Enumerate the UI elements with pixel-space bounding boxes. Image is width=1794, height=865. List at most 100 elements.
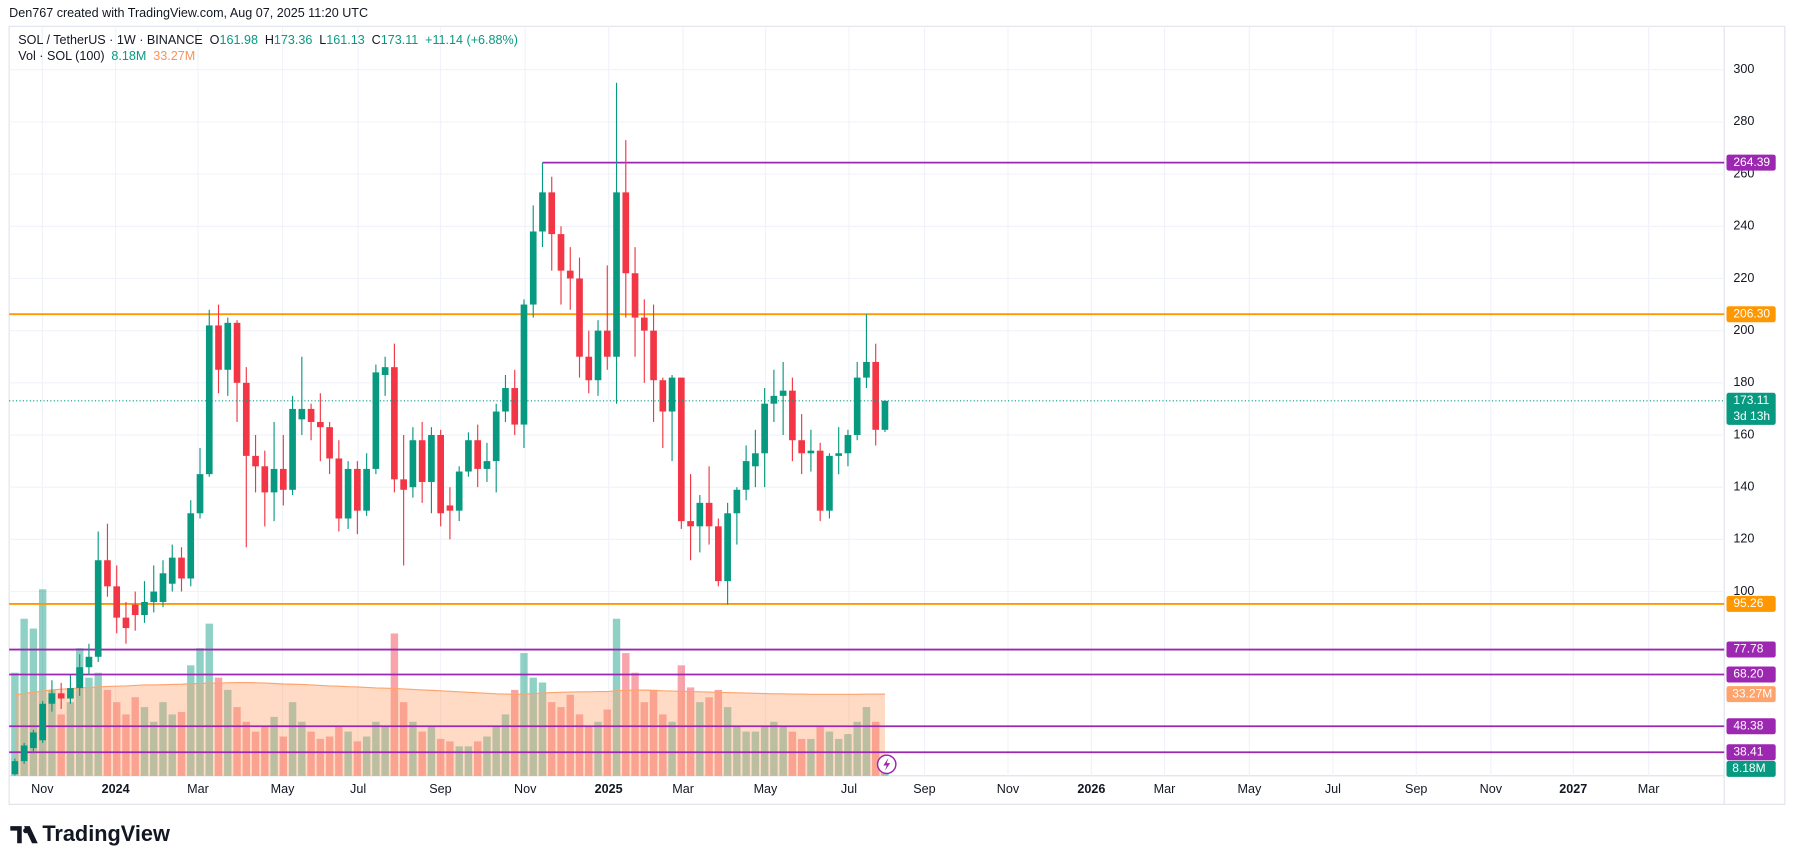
volume-bar bbox=[686, 687, 695, 776]
volume-bar bbox=[807, 738, 815, 776]
candle-body bbox=[789, 390, 796, 441]
candle-body bbox=[826, 455, 833, 511]
volume-bar bbox=[659, 714, 667, 776]
volume-ma-line bbox=[14, 681, 885, 696]
candle-body bbox=[317, 421, 324, 428]
volume-bar bbox=[677, 665, 686, 776]
candle-body bbox=[539, 192, 546, 232]
candle-body bbox=[835, 453, 843, 456]
countdown: 3d 13h bbox=[1733, 409, 1770, 423]
candle-body bbox=[141, 601, 148, 616]
high-value: 173.36 bbox=[274, 34, 312, 48]
x-tick-label: Nov bbox=[997, 782, 1020, 796]
volume-bar bbox=[159, 702, 167, 776]
volume-bar bbox=[464, 746, 473, 776]
candle-body bbox=[20, 745, 28, 762]
candle-body bbox=[576, 278, 583, 357]
volume-bar bbox=[279, 736, 288, 776]
candle-body bbox=[168, 557, 176, 584]
candle-body bbox=[585, 356, 593, 381]
y-tick-label: 300 bbox=[1733, 62, 1754, 76]
volume-bar bbox=[742, 731, 750, 776]
volume-bar bbox=[797, 738, 806, 776]
volume-bar bbox=[538, 682, 547, 776]
volume-bar bbox=[705, 697, 713, 776]
y-tick-label: 160 bbox=[1733, 427, 1754, 441]
volume-bar bbox=[177, 711, 186, 776]
candle-body bbox=[872, 361, 880, 430]
volume-bar bbox=[362, 736, 371, 776]
volume-bar bbox=[187, 665, 195, 776]
candle-body bbox=[326, 427, 333, 459]
x-tick-label: Sep bbox=[913, 782, 935, 796]
candle-body bbox=[548, 192, 556, 235]
candle-body bbox=[881, 400, 889, 430]
volume-bar bbox=[455, 746, 463, 776]
volume-bar bbox=[872, 721, 880, 776]
volume-bar bbox=[770, 721, 778, 776]
candle-body bbox=[159, 573, 167, 602]
x-tick-label: Jul bbox=[350, 782, 366, 796]
candle-body bbox=[640, 317, 648, 331]
candle-body bbox=[631, 273, 639, 318]
change: +11.14 (+6.88%) bbox=[425, 34, 518, 48]
symbol: SOL / TetherUS · 1W · BINANCE bbox=[18, 34, 203, 48]
x-tick-label: Jul bbox=[841, 782, 857, 796]
volume-bar bbox=[714, 689, 723, 776]
candle-body bbox=[122, 617, 130, 629]
volume-bar bbox=[409, 721, 417, 776]
y-tick-label: 220 bbox=[1733, 271, 1754, 285]
candle-body bbox=[492, 411, 500, 462]
candle-body bbox=[67, 688, 74, 699]
volume-badge: 8.18M bbox=[1732, 761, 1765, 775]
lightning-icon[interactable] bbox=[876, 754, 897, 775]
volume-bar bbox=[649, 689, 658, 776]
candle-body bbox=[474, 440, 482, 469]
last-price-badge-bg bbox=[1726, 392, 1776, 425]
volume-bar bbox=[816, 726, 824, 776]
volume-bar bbox=[168, 714, 176, 776]
attribution: Den767 created with TradingView.com, Aug… bbox=[9, 6, 368, 20]
brand-name: TradingView bbox=[42, 821, 170, 846]
volume-bar bbox=[427, 726, 436, 776]
volume-bar bbox=[511, 689, 519, 776]
y-tick-label: 120 bbox=[1733, 532, 1754, 546]
volume-bar bbox=[622, 653, 630, 776]
volume-bar bbox=[751, 731, 760, 776]
volume-bar bbox=[585, 726, 593, 776]
candle-body bbox=[391, 367, 398, 480]
level-badge: 48.38 bbox=[1733, 718, 1763, 732]
candle-body bbox=[104, 560, 111, 587]
volume-ma-badge: 33.27M bbox=[1732, 686, 1772, 700]
candle-body bbox=[354, 468, 361, 511]
volume-bar bbox=[575, 714, 584, 776]
candle-body bbox=[57, 693, 65, 699]
volume-bar bbox=[325, 736, 334, 776]
open-letter: O bbox=[210, 34, 220, 48]
level-badge-bg bbox=[1726, 306, 1776, 323]
level-badge: 264.39 bbox=[1733, 155, 1770, 169]
volume-bar bbox=[640, 702, 649, 776]
volume-bar bbox=[251, 731, 260, 776]
high-letter: H bbox=[265, 34, 274, 48]
candle-body bbox=[178, 557, 185, 579]
volume-bar bbox=[733, 726, 741, 776]
volume-bar bbox=[224, 689, 232, 776]
y-tick-label: 200 bbox=[1733, 323, 1754, 337]
x-tick-label: Nov bbox=[1480, 782, 1503, 796]
volume-bar bbox=[57, 714, 65, 776]
close-value: 173.11 bbox=[381, 34, 419, 48]
candle-body bbox=[11, 761, 19, 775]
low-letter: L bbox=[319, 34, 326, 48]
level-badge-bg bbox=[1726, 595, 1776, 612]
candle-body bbox=[85, 656, 93, 668]
volume-bar bbox=[399, 702, 408, 776]
y-tick-label: 280 bbox=[1733, 114, 1754, 128]
level-badge-bg bbox=[1726, 718, 1776, 735]
y-tick-label: 240 bbox=[1733, 219, 1754, 233]
volume-bar bbox=[48, 689, 56, 776]
volume-bar bbox=[844, 734, 852, 776]
volume-ma-area bbox=[14, 682, 885, 776]
volume-bar bbox=[723, 707, 732, 776]
